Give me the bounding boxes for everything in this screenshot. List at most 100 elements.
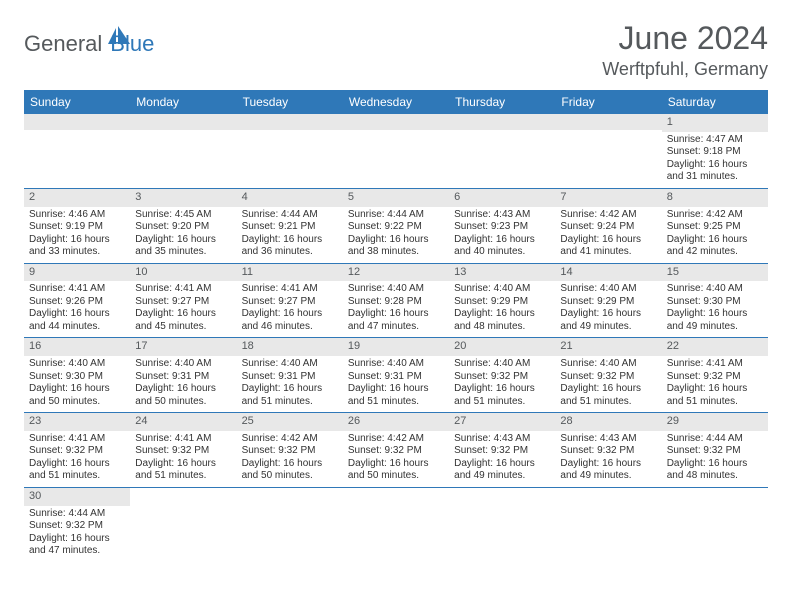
- title-block: June 2024 Werftpfuhl, Germany: [602, 20, 768, 80]
- day-number: [130, 488, 236, 504]
- sunrise-text: Sunrise: 4:41 AM: [667, 358, 763, 371]
- sunrise-text: Sunrise: 4:44 AM: [29, 508, 125, 521]
- day-cell: 18Sunrise: 4:40 AMSunset: 9:31 PMDayligh…: [237, 338, 343, 412]
- sunrise-text: Sunrise: 4:40 AM: [29, 358, 125, 371]
- day-cell: 24Sunrise: 4:41 AMSunset: 9:32 PMDayligh…: [130, 413, 236, 487]
- sunset-text: Sunset: 9:31 PM: [135, 371, 231, 384]
- day-cell: 12Sunrise: 4:40 AMSunset: 9:28 PMDayligh…: [343, 264, 449, 338]
- sunset-text: Sunset: 9:32 PM: [560, 445, 656, 458]
- sunrise-text: Sunrise: 4:42 AM: [560, 209, 656, 222]
- sunrise-text: Sunrise: 4:42 AM: [667, 209, 763, 222]
- day-details: Sunrise: 4:45 AMSunset: 9:20 PMDaylight:…: [130, 207, 236, 263]
- sunset-text: Sunset: 9:30 PM: [29, 371, 125, 384]
- week-row: 2Sunrise: 4:46 AMSunset: 9:19 PMDaylight…: [24, 189, 768, 264]
- sunset-text: Sunset: 9:23 PM: [454, 221, 550, 234]
- daylight-text: Daylight: 16 hours and 46 minutes.: [242, 308, 338, 333]
- day-number: 11: [237, 264, 343, 282]
- day-number: 12: [343, 264, 449, 282]
- day-cell: [237, 114, 343, 188]
- sunset-text: Sunset: 9:30 PM: [667, 296, 763, 309]
- sunset-text: Sunset: 9:24 PM: [560, 221, 656, 234]
- day-details: Sunrise: 4:43 AMSunset: 9:32 PMDaylight:…: [449, 431, 555, 487]
- day-number: [555, 488, 661, 504]
- day-number: [130, 114, 236, 130]
- day-number: 25: [237, 413, 343, 431]
- weekday-header: Tuesday: [237, 90, 343, 114]
- sunrise-text: Sunrise: 4:40 AM: [454, 283, 550, 296]
- day-cell: [555, 488, 661, 562]
- day-details: Sunrise: 4:41 AMSunset: 9:32 PMDaylight:…: [662, 356, 768, 412]
- day-number: 22: [662, 338, 768, 356]
- day-details: Sunrise: 4:43 AMSunset: 9:32 PMDaylight:…: [555, 431, 661, 487]
- sunset-text: Sunset: 9:31 PM: [348, 371, 444, 384]
- sunrise-text: Sunrise: 4:43 AM: [454, 209, 550, 222]
- week-row: 1Sunrise: 4:47 AMSunset: 9:18 PMDaylight…: [24, 114, 768, 189]
- sunset-text: Sunset: 9:18 PM: [667, 146, 763, 159]
- sunset-text: Sunset: 9:32 PM: [348, 445, 444, 458]
- day-details: Sunrise: 4:40 AMSunset: 9:32 PMDaylight:…: [449, 356, 555, 412]
- day-cell: 28Sunrise: 4:43 AMSunset: 9:32 PMDayligh…: [555, 413, 661, 487]
- daylight-text: Daylight: 16 hours and 48 minutes.: [667, 458, 763, 483]
- sunrise-text: Sunrise: 4:40 AM: [560, 358, 656, 371]
- day-cell: 22Sunrise: 4:41 AMSunset: 9:32 PMDayligh…: [662, 338, 768, 412]
- sunset-text: Sunset: 9:27 PM: [135, 296, 231, 309]
- sunset-text: Sunset: 9:20 PM: [135, 221, 231, 234]
- daylight-text: Daylight: 16 hours and 47 minutes.: [348, 308, 444, 333]
- day-details: Sunrise: 4:40 AMSunset: 9:32 PMDaylight:…: [555, 356, 661, 412]
- sunrise-text: Sunrise: 4:41 AM: [135, 283, 231, 296]
- day-cell: [237, 488, 343, 562]
- day-number: [343, 114, 449, 130]
- day-number: [662, 488, 768, 504]
- day-number: [237, 114, 343, 130]
- calendar-page: General Blue June 2024 Werftpfuhl, Germa…: [0, 0, 792, 582]
- day-cell: 26Sunrise: 4:42 AMSunset: 9:32 PMDayligh…: [343, 413, 449, 487]
- day-details: Sunrise: 4:41 AMSunset: 9:27 PMDaylight:…: [130, 281, 236, 337]
- day-details: Sunrise: 4:40 AMSunset: 9:31 PMDaylight:…: [343, 356, 449, 412]
- sunset-text: Sunset: 9:27 PM: [242, 296, 338, 309]
- daylight-text: Daylight: 16 hours and 41 minutes.: [560, 234, 656, 259]
- page-header: General Blue June 2024 Werftpfuhl, Germa…: [24, 20, 768, 80]
- sunrise-text: Sunrise: 4:44 AM: [667, 433, 763, 446]
- day-cell: 3Sunrise: 4:45 AMSunset: 9:20 PMDaylight…: [130, 189, 236, 263]
- sunset-text: Sunset: 9:19 PM: [29, 221, 125, 234]
- day-number: 20: [449, 338, 555, 356]
- daylight-text: Daylight: 16 hours and 48 minutes.: [454, 308, 550, 333]
- week-row: 16Sunrise: 4:40 AMSunset: 9:30 PMDayligh…: [24, 338, 768, 413]
- sunrise-text: Sunrise: 4:44 AM: [348, 209, 444, 222]
- daylight-text: Daylight: 16 hours and 50 minutes.: [135, 383, 231, 408]
- sunset-text: Sunset: 9:32 PM: [135, 445, 231, 458]
- sunrise-text: Sunrise: 4:44 AM: [242, 209, 338, 222]
- day-number: 21: [555, 338, 661, 356]
- day-details: Sunrise: 4:43 AMSunset: 9:23 PMDaylight:…: [449, 207, 555, 263]
- day-cell: [130, 114, 236, 188]
- day-details: Sunrise: 4:42 AMSunset: 9:32 PMDaylight:…: [343, 431, 449, 487]
- day-details: Sunrise: 4:40 AMSunset: 9:31 PMDaylight:…: [130, 356, 236, 412]
- sunrise-text: Sunrise: 4:41 AM: [242, 283, 338, 296]
- day-cell: 5Sunrise: 4:44 AMSunset: 9:22 PMDaylight…: [343, 189, 449, 263]
- sunrise-text: Sunrise: 4:45 AM: [135, 209, 231, 222]
- day-cell: 25Sunrise: 4:42 AMSunset: 9:32 PMDayligh…: [237, 413, 343, 487]
- day-number: 8: [662, 189, 768, 207]
- day-cell: 30Sunrise: 4:44 AMSunset: 9:32 PMDayligh…: [24, 488, 130, 562]
- day-number: [449, 488, 555, 504]
- day-cell: 14Sunrise: 4:40 AMSunset: 9:29 PMDayligh…: [555, 264, 661, 338]
- day-number: [555, 114, 661, 130]
- day-number: 27: [449, 413, 555, 431]
- sunrise-text: Sunrise: 4:40 AM: [560, 283, 656, 296]
- daylight-text: Daylight: 16 hours and 51 minutes.: [348, 383, 444, 408]
- sunset-text: Sunset: 9:26 PM: [29, 296, 125, 309]
- sunset-text: Sunset: 9:31 PM: [242, 371, 338, 384]
- day-cell: 8Sunrise: 4:42 AMSunset: 9:25 PMDaylight…: [662, 189, 768, 263]
- day-details: Sunrise: 4:40 AMSunset: 9:29 PMDaylight:…: [449, 281, 555, 337]
- weekday-header: Monday: [130, 90, 236, 114]
- day-number: 13: [449, 264, 555, 282]
- logo-text-blue: Blue: [110, 31, 154, 57]
- daylight-text: Daylight: 16 hours and 51 minutes.: [135, 458, 231, 483]
- day-cell: 9Sunrise: 4:41 AMSunset: 9:26 PMDaylight…: [24, 264, 130, 338]
- day-cell: 29Sunrise: 4:44 AMSunset: 9:32 PMDayligh…: [662, 413, 768, 487]
- day-number: 28: [555, 413, 661, 431]
- day-cell: [130, 488, 236, 562]
- day-number: [24, 114, 130, 130]
- day-cell: 11Sunrise: 4:41 AMSunset: 9:27 PMDayligh…: [237, 264, 343, 338]
- sunrise-text: Sunrise: 4:42 AM: [242, 433, 338, 446]
